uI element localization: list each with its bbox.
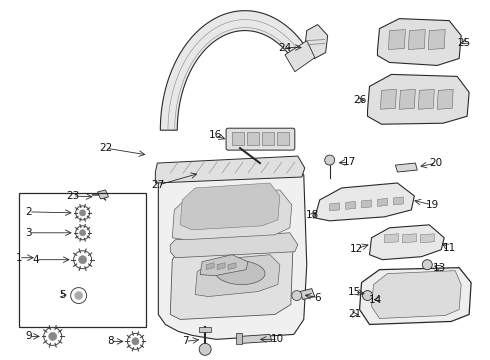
Text: 9: 9 <box>25 332 32 341</box>
Polygon shape <box>195 255 280 297</box>
Circle shape <box>422 260 432 270</box>
Polygon shape <box>399 89 416 109</box>
Polygon shape <box>385 234 398 243</box>
Polygon shape <box>240 334 272 343</box>
Circle shape <box>74 292 83 300</box>
Circle shape <box>49 332 57 341</box>
Polygon shape <box>171 238 293 319</box>
Text: 19: 19 <box>426 200 439 210</box>
Polygon shape <box>206 263 214 270</box>
Polygon shape <box>395 163 417 172</box>
Polygon shape <box>371 271 461 319</box>
Text: 11: 11 <box>442 243 456 253</box>
Polygon shape <box>98 190 108 199</box>
Polygon shape <box>236 333 242 345</box>
Circle shape <box>79 230 86 236</box>
Polygon shape <box>305 24 328 58</box>
Polygon shape <box>402 234 416 243</box>
Polygon shape <box>377 19 461 66</box>
Circle shape <box>199 343 211 355</box>
Text: 17: 17 <box>343 157 356 167</box>
Text: 8: 8 <box>107 336 114 346</box>
Polygon shape <box>330 203 340 211</box>
Polygon shape <box>300 289 315 300</box>
Text: 15: 15 <box>348 287 361 297</box>
Polygon shape <box>155 156 305 183</box>
Circle shape <box>292 291 302 301</box>
Text: 2: 2 <box>25 207 32 217</box>
Polygon shape <box>228 263 236 270</box>
Polygon shape <box>172 190 292 240</box>
Text: 25: 25 <box>458 37 471 48</box>
Bar <box>247 132 259 145</box>
Text: 23: 23 <box>66 191 79 201</box>
Bar <box>19 193 147 328</box>
Bar <box>262 132 274 145</box>
Text: 24: 24 <box>278 42 292 53</box>
Polygon shape <box>315 183 415 221</box>
Text: 1: 1 <box>16 253 22 263</box>
Text: 10: 10 <box>271 334 284 345</box>
Text: 6: 6 <box>315 293 321 302</box>
Text: 20: 20 <box>430 158 443 168</box>
Polygon shape <box>389 30 405 50</box>
Polygon shape <box>437 89 453 109</box>
Polygon shape <box>199 328 211 332</box>
Polygon shape <box>160 11 305 130</box>
Text: 13: 13 <box>433 263 446 273</box>
FancyBboxPatch shape <box>226 128 295 150</box>
Polygon shape <box>200 255 248 276</box>
Text: 26: 26 <box>353 95 366 105</box>
Circle shape <box>78 256 87 264</box>
Polygon shape <box>380 89 396 109</box>
Bar <box>232 132 244 145</box>
Polygon shape <box>217 263 225 270</box>
Polygon shape <box>158 160 307 339</box>
Text: 18: 18 <box>306 210 319 220</box>
Polygon shape <box>215 261 265 285</box>
Bar <box>277 132 289 145</box>
Text: 21: 21 <box>348 310 361 319</box>
Circle shape <box>132 338 139 345</box>
Text: 16: 16 <box>208 130 222 140</box>
Polygon shape <box>420 234 434 243</box>
Polygon shape <box>285 41 315 72</box>
Text: 12: 12 <box>350 244 363 254</box>
Circle shape <box>325 155 335 165</box>
Polygon shape <box>345 201 356 210</box>
Text: 5: 5 <box>59 289 66 300</box>
Polygon shape <box>428 30 445 50</box>
Text: 22: 22 <box>99 143 112 153</box>
Text: 7: 7 <box>182 336 189 346</box>
Text: 27: 27 <box>152 180 165 190</box>
Polygon shape <box>369 225 444 260</box>
Polygon shape <box>368 75 469 124</box>
Text: 14: 14 <box>369 294 382 305</box>
Polygon shape <box>418 89 434 109</box>
Polygon shape <box>171 233 298 258</box>
Polygon shape <box>408 30 425 50</box>
Circle shape <box>363 291 372 301</box>
Polygon shape <box>180 183 280 230</box>
Circle shape <box>79 210 86 216</box>
Polygon shape <box>360 268 471 324</box>
Polygon shape <box>393 197 403 205</box>
Text: 4: 4 <box>32 255 39 265</box>
Text: 3: 3 <box>25 228 32 238</box>
Polygon shape <box>377 198 388 206</box>
Polygon shape <box>362 200 371 208</box>
